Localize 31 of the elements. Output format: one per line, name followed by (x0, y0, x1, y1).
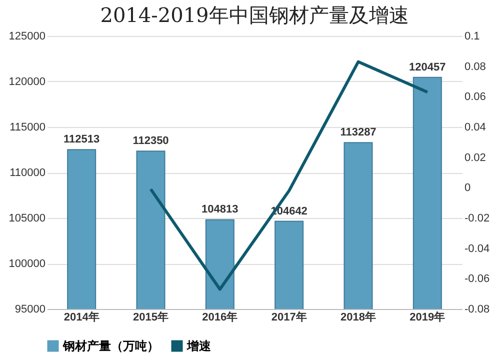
legend-label: 钢材产量（万吨） (62, 339, 159, 353)
data-label: 113287 (340, 126, 376, 139)
x-tick-label: 2017年 (271, 310, 307, 324)
data-label: 104813 (202, 204, 238, 216)
y2-tick-label: -0.08 (464, 304, 490, 316)
y-tick-label: 120000 (8, 76, 46, 88)
y2-tick-label: 0.06 (464, 91, 486, 104)
y-tick-label: 110000 (10, 167, 46, 179)
legend-label: 增速 (186, 339, 212, 353)
x-tick-label: 2018年 (340, 310, 376, 324)
x-tick-label: 2014年 (64, 310, 100, 324)
y-tick-label: 105000 (8, 212, 46, 224)
y2-tick-label: 0.1 (464, 30, 480, 42)
y2-tick-label: 0.02 (464, 152, 486, 164)
y-tick-label: 125000 (8, 30, 46, 42)
y-tick-label: 115000 (10, 122, 46, 134)
data-label: 120457 (409, 61, 446, 74)
y2-tick-label: 0 (464, 182, 471, 194)
x-tick-label: 2019年 (410, 310, 446, 324)
x-tick-label: 2015年 (133, 310, 168, 324)
y2-tick-label: 0.08 (464, 60, 486, 73)
chart-title: 2014-2019年中国钢材产量及增速 (100, 3, 409, 27)
y2-tick-label: -0.06 (464, 273, 490, 286)
data-label: 112350 (132, 135, 169, 148)
y2-tick-label: -0.02 (464, 212, 490, 224)
y2-tick-label: 0.04 (464, 122, 486, 134)
y-tick-label: 95000 (14, 304, 46, 316)
y-tick-label: 100000 (8, 258, 46, 270)
data-label: 112513 (64, 134, 100, 146)
y2-tick-label: -0.04 (464, 242, 490, 255)
x-tick-label: 2016年 (202, 310, 238, 324)
